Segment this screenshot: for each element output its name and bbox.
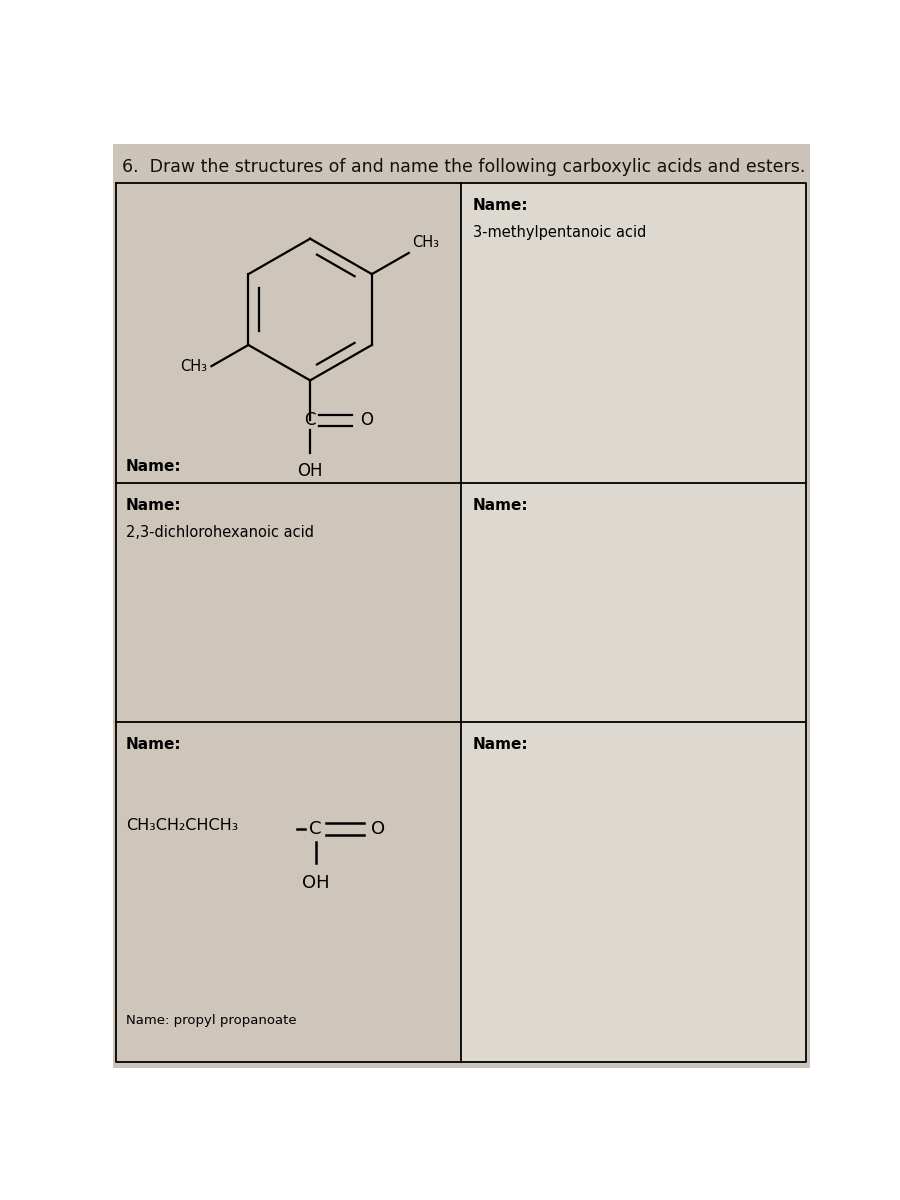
- Text: Name:: Name:: [126, 458, 181, 474]
- Text: 3-methylpentanoic acid: 3-methylpentanoic acid: [472, 224, 646, 240]
- Bar: [116, 482, 461, 721]
- Text: 2,3-dichlorohexanoic acid: 2,3-dichlorohexanoic acid: [126, 526, 314, 540]
- Text: Name: propyl propanoate: Name: propyl propanoate: [126, 1014, 296, 1027]
- Text: 6.  Draw the structures of and name the following carboxylic acids and esters.: 6. Draw the structures of and name the f…: [122, 158, 806, 176]
- Bar: [461, 721, 806, 1062]
- Text: O: O: [372, 821, 385, 839]
- Bar: [461, 182, 806, 482]
- Text: Name:: Name:: [126, 737, 181, 752]
- Text: Name:: Name:: [472, 737, 528, 752]
- Bar: [461, 482, 806, 721]
- Text: C: C: [310, 821, 322, 839]
- Text: Name:: Name:: [472, 498, 528, 514]
- Text: O: O: [361, 412, 374, 430]
- Text: CH₃CH₂CHCH₃: CH₃CH₂CHCH₃: [126, 818, 238, 833]
- Bar: [116, 721, 461, 1062]
- Text: C: C: [304, 412, 316, 430]
- Bar: [116, 182, 461, 482]
- Text: CH₃: CH₃: [180, 359, 207, 373]
- Text: OH: OH: [297, 462, 323, 480]
- Text: CH₃: CH₃: [412, 235, 439, 250]
- Text: OH: OH: [302, 874, 329, 892]
- Text: Name:: Name:: [472, 198, 528, 212]
- Text: Name:: Name:: [126, 498, 181, 514]
